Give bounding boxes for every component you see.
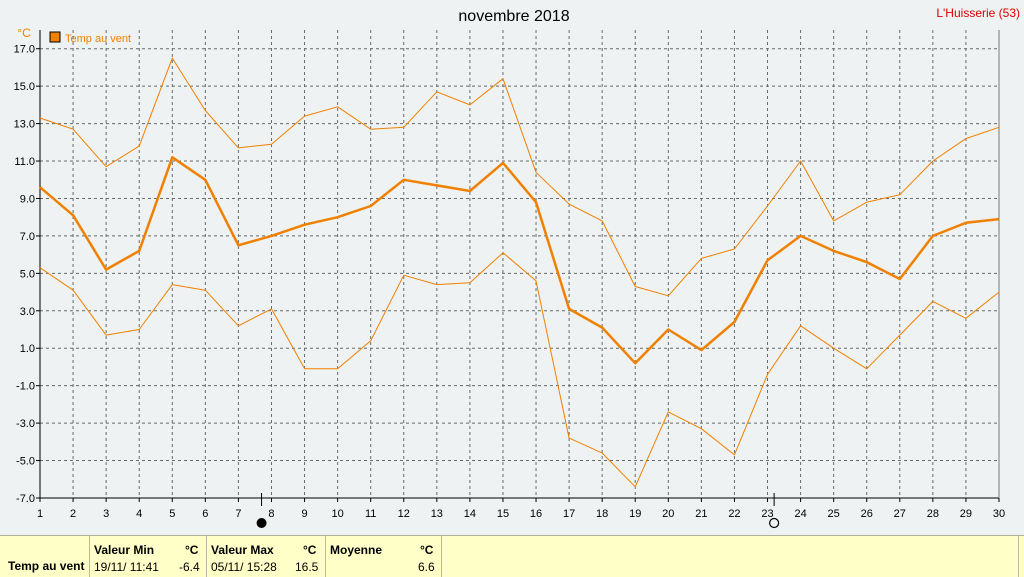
min-value: -6.4 <box>179 560 200 574</box>
y-tick-label: 15.0 <box>14 81 35 93</box>
location-label: L'Huisserie (53) <box>936 6 1020 20</box>
y-tick-label: -7.0 <box>16 493 35 505</box>
legend-swatch <box>49 31 61 43</box>
x-tick-label: 27 <box>894 508 906 520</box>
series-line-max <box>39 57 1000 297</box>
x-tick-label: 17 <box>563 508 575 520</box>
series-lines <box>39 57 1000 488</box>
x-tick-label: 29 <box>960 508 972 520</box>
x-tick-label: 26 <box>861 508 873 520</box>
legend-label: Temp au vent <box>65 33 131 45</box>
max-value: 16.5 <box>295 560 319 574</box>
y-tick-label: 5.0 <box>20 268 35 280</box>
x-tick-label: 5 <box>169 508 175 520</box>
y-tick-label: 3.0 <box>20 306 35 318</box>
x-tick-label: 3 <box>103 508 109 520</box>
x-tick-label: 30 <box>993 508 1005 520</box>
chart: novembre 2018 L'Huisserie (53) °C Temp a… <box>14 6 1020 529</box>
full-moon-icon <box>769 517 780 529</box>
x-tick-label: 2 <box>70 508 76 520</box>
series-line-min <box>39 252 1000 488</box>
summary-min-cell: Valeur Min °C 19/11/ 11:41 -6.4 <box>89 536 207 577</box>
summary-row-label: Temp au vent <box>8 559 85 573</box>
max-date: 05/11/ 15:28 <box>211 560 277 574</box>
min-unit: °C <box>185 543 199 557</box>
x-tick-label: 12 <box>398 508 410 520</box>
x-tick-label: 23 <box>761 508 773 520</box>
x-tick-label: 11 <box>365 508 376 520</box>
axes: 17.0 15.0 13.0 11.0 9.0 7.0 5.0 3.0 1.0 -1.0 -3.0 -… <box>14 30 1005 520</box>
x-tick-label: 24 <box>794 508 806 520</box>
summary-row-label-cell: Temp au vent <box>0 536 90 577</box>
x-tick-label: 15 <box>497 508 509 520</box>
y-tick-label: -1.0 <box>16 381 35 393</box>
grid <box>40 30 999 498</box>
x-tick-label: 13 <box>431 508 443 520</box>
moon-phases <box>256 493 780 529</box>
x-tick-label: 28 <box>927 508 939 520</box>
x-tick-label: 20 <box>662 508 674 520</box>
x-tick-label: 18 <box>596 508 608 520</box>
x-tick-label: 10 <box>331 508 343 520</box>
x-tick-label: 4 <box>136 508 142 520</box>
mean-unit: °C <box>420 543 434 557</box>
y-tick-label: 1.0 <box>20 343 35 355</box>
x-tick-label: 22 <box>728 508 740 520</box>
y-tick-label: 7.0 <box>20 231 35 243</box>
x-tick-label: 8 <box>268 508 274 520</box>
min-header: Valeur Min <box>94 543 155 557</box>
x-tick-label: 6 <box>202 508 208 520</box>
summary-end-border <box>1018 536 1019 577</box>
x-tick-label: 1 <box>37 508 43 520</box>
max-unit: °C <box>303 543 317 557</box>
x-tick-label: 14 <box>464 508 476 520</box>
y-tick-label: 13.0 <box>14 119 35 131</box>
x-tick-label: 9 <box>301 508 307 520</box>
x-tick-label: 7 <box>235 508 241 520</box>
new-moon-icon <box>256 518 267 528</box>
summary-panel: Temp au vent Valeur Min °C 19/11/ 11:41 … <box>0 535 1024 577</box>
series-line-mean <box>39 156 1000 365</box>
y-tick-label: -5.0 <box>16 456 35 468</box>
max-header: Valeur Max <box>211 543 274 557</box>
x-tick-label: 19 <box>629 508 641 520</box>
x-tick-label: 25 <box>828 508 840 520</box>
summary-mean-cell: Moyenne °C 6.6 <box>325 536 442 577</box>
chart-title: novembre 2018 <box>458 8 569 25</box>
min-date: 19/11/ 11:41 <box>94 560 159 574</box>
y-tick-label: 17.0 <box>14 44 35 56</box>
x-tick-label: 16 <box>530 508 542 520</box>
summary-max-cell: Valeur Max °C 05/11/ 15:28 16.5 <box>206 536 326 577</box>
mean-value: 6.6 <box>418 560 435 574</box>
y-axis-unit: °C <box>17 26 31 40</box>
y-tick-label: 9.0 <box>20 193 35 205</box>
y-tick-label: 11.0 <box>14 156 35 168</box>
x-tick-label: 21 <box>695 508 707 520</box>
y-tick-label: -3.0 <box>16 418 35 430</box>
mean-header: Moyenne <box>330 543 383 557</box>
